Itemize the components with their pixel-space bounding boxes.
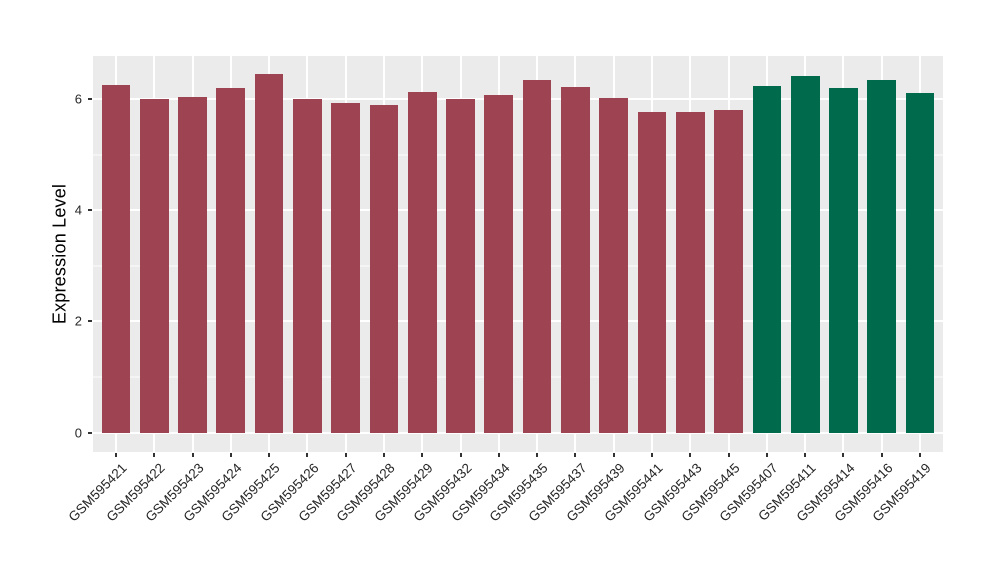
bar bbox=[867, 79, 897, 433]
bar bbox=[790, 75, 820, 433]
y-tick-mark bbox=[88, 209, 92, 212]
x-tick-mark bbox=[804, 453, 807, 457]
y-tick-mark bbox=[88, 320, 92, 323]
gridline-major-h bbox=[93, 98, 943, 101]
bar bbox=[599, 98, 629, 433]
x-tick-mark bbox=[268, 453, 271, 457]
y-tick-label: 6 bbox=[74, 91, 82, 107]
gridline-major-h bbox=[93, 431, 943, 434]
x-tick-mark bbox=[191, 453, 194, 457]
gridline-minor-h bbox=[93, 376, 943, 378]
bar bbox=[484, 94, 514, 433]
bar bbox=[139, 99, 169, 433]
bar bbox=[331, 103, 361, 433]
bar bbox=[829, 87, 858, 433]
bar bbox=[293, 98, 322, 433]
y-tick-label: 4 bbox=[74, 202, 82, 218]
x-tick-mark bbox=[421, 453, 424, 457]
x-tick-mark bbox=[459, 453, 462, 457]
x-tick-mark bbox=[114, 453, 117, 457]
bar bbox=[752, 85, 782, 433]
x-tick-mark bbox=[536, 453, 539, 457]
bar bbox=[675, 111, 705, 433]
x-tick-mark bbox=[344, 453, 347, 457]
bar bbox=[561, 86, 590, 433]
bar bbox=[101, 84, 131, 433]
x-tick-mark bbox=[651, 453, 653, 457]
y-tick-mark bbox=[88, 98, 92, 101]
x-tick-mark bbox=[727, 453, 730, 457]
y-axis: 0 2 4 6 bbox=[0, 56, 92, 452]
x-tick-mark bbox=[842, 453, 845, 457]
bar bbox=[407, 91, 437, 433]
x-tick-mark bbox=[153, 453, 156, 457]
x-tick-mark bbox=[574, 453, 577, 457]
bar bbox=[714, 110, 743, 433]
x-tick-mark bbox=[765, 453, 768, 457]
bar bbox=[254, 74, 284, 433]
x-tick-mark bbox=[689, 453, 692, 457]
gridline-minor-h bbox=[93, 265, 943, 267]
y-tick-mark bbox=[88, 431, 92, 434]
bar bbox=[178, 96, 207, 433]
bar bbox=[905, 93, 935, 433]
x-tick-mark bbox=[919, 453, 922, 457]
bar bbox=[522, 80, 552, 433]
x-tick-mark bbox=[497, 453, 500, 457]
y-tick-label: 2 bbox=[74, 313, 82, 329]
x-tick-mark bbox=[306, 453, 309, 457]
x-tick-mark bbox=[229, 453, 232, 457]
x-tick-mark bbox=[880, 453, 883, 457]
x-tick-mark bbox=[612, 453, 615, 457]
bar bbox=[446, 99, 475, 433]
x-tick-mark bbox=[382, 453, 385, 457]
plot-panel bbox=[93, 56, 943, 452]
gridline-minor-h bbox=[93, 154, 943, 156]
bar bbox=[637, 111, 667, 433]
gridline-major-h bbox=[93, 209, 943, 212]
x-axis: GSM595421 GSM595422 GSM595423 GSM595424 GSM5… bbox=[66, 452, 943, 580]
bar bbox=[216, 87, 246, 433]
y-tick-label: 0 bbox=[74, 425, 82, 441]
gridline-major-h bbox=[93, 320, 943, 323]
bar bbox=[369, 105, 399, 433]
